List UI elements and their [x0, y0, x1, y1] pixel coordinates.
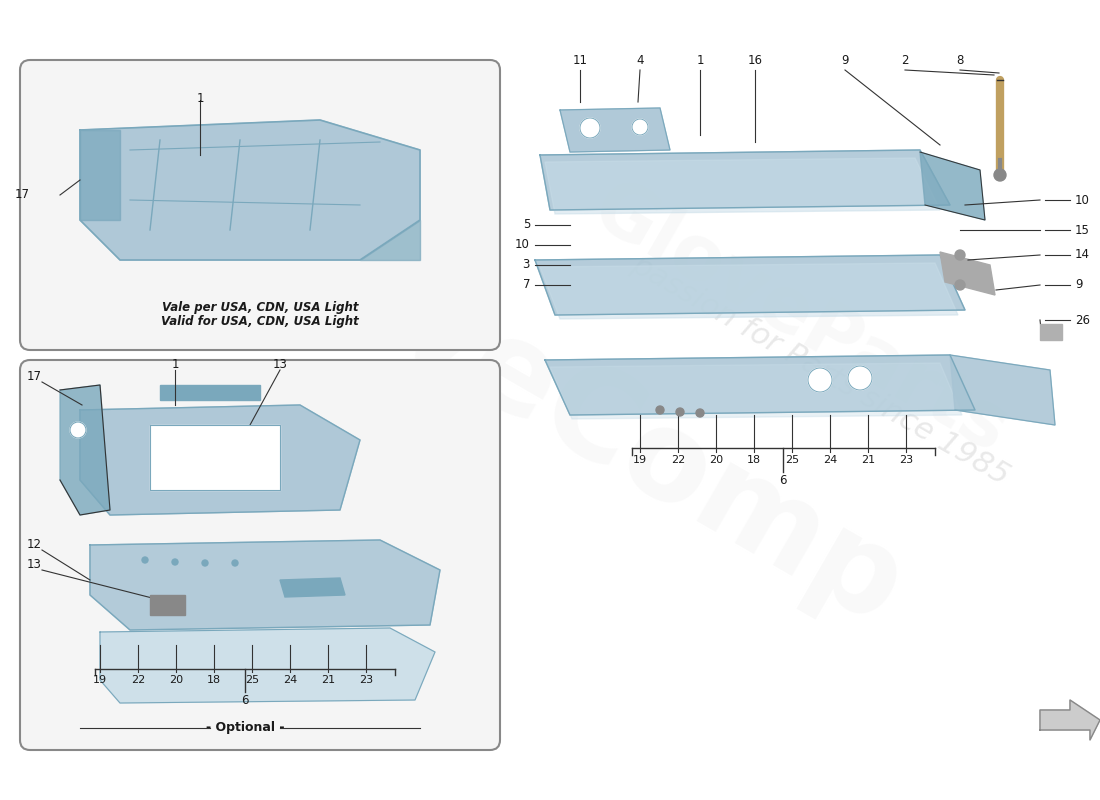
Polygon shape	[80, 120, 420, 260]
Text: GloveParts: GloveParts	[579, 171, 1021, 469]
Text: GloveComp: GloveComp	[176, 149, 924, 651]
Circle shape	[580, 118, 600, 138]
FancyBboxPatch shape	[20, 360, 500, 750]
Circle shape	[955, 250, 965, 260]
Polygon shape	[150, 595, 185, 615]
Text: 13: 13	[273, 358, 287, 371]
Text: Vale per USA, CDN, USA Light: Vale per USA, CDN, USA Light	[162, 301, 359, 314]
Polygon shape	[280, 578, 345, 597]
Text: 25: 25	[245, 675, 260, 685]
Text: 9: 9	[842, 54, 849, 66]
Circle shape	[172, 559, 178, 565]
Text: 19: 19	[632, 455, 647, 465]
Text: 23: 23	[359, 675, 373, 685]
Text: 18: 18	[207, 675, 221, 685]
Text: passion for Parts since 1985: passion for Parts since 1985	[626, 250, 1014, 490]
Text: 22: 22	[131, 675, 145, 685]
Text: 7: 7	[522, 278, 530, 291]
Circle shape	[676, 408, 684, 416]
Circle shape	[232, 560, 238, 566]
Text: 4: 4	[636, 54, 644, 66]
Text: 24: 24	[823, 455, 837, 465]
Text: 17: 17	[28, 370, 42, 383]
Circle shape	[994, 169, 1006, 181]
Text: 5: 5	[522, 218, 530, 231]
Text: 25: 25	[785, 455, 799, 465]
Circle shape	[848, 366, 872, 390]
Text: 21: 21	[321, 675, 336, 685]
Text: 3: 3	[522, 258, 530, 271]
Circle shape	[656, 406, 664, 414]
Text: 9: 9	[1075, 278, 1082, 291]
Text: 13: 13	[28, 558, 42, 571]
Polygon shape	[540, 263, 958, 319]
Text: 2: 2	[901, 54, 909, 66]
Text: 10: 10	[1075, 194, 1090, 206]
Circle shape	[142, 557, 148, 563]
Bar	[1040, 324, 1062, 340]
Text: 6: 6	[241, 694, 249, 706]
Text: 1: 1	[172, 358, 178, 371]
Text: 21: 21	[861, 455, 876, 465]
Text: 15: 15	[1075, 223, 1090, 237]
Text: 1: 1	[196, 91, 204, 105]
Polygon shape	[550, 363, 962, 419]
Text: 10: 10	[515, 238, 530, 251]
Text: 20: 20	[708, 455, 723, 465]
Text: - Optional -: - Optional -	[206, 722, 284, 734]
Polygon shape	[540, 150, 950, 210]
Circle shape	[696, 409, 704, 417]
Circle shape	[808, 368, 832, 392]
Polygon shape	[560, 108, 670, 152]
Polygon shape	[535, 255, 965, 315]
Circle shape	[632, 119, 648, 135]
Circle shape	[202, 560, 208, 566]
Polygon shape	[90, 540, 440, 630]
Text: 8: 8	[956, 54, 964, 66]
Polygon shape	[80, 130, 120, 220]
Polygon shape	[60, 385, 110, 515]
Text: 14: 14	[1075, 249, 1090, 262]
Text: 19: 19	[92, 675, 107, 685]
Text: 1: 1	[696, 54, 704, 66]
Polygon shape	[950, 355, 1055, 425]
Polygon shape	[1040, 700, 1100, 740]
Polygon shape	[940, 252, 996, 295]
Text: 18: 18	[747, 455, 761, 465]
Text: Valid for USA, CDN, USA Light: Valid for USA, CDN, USA Light	[161, 315, 359, 329]
Circle shape	[955, 280, 965, 290]
Text: 26: 26	[1075, 314, 1090, 326]
Text: 16: 16	[748, 54, 762, 66]
Text: 20: 20	[169, 675, 183, 685]
Text: 6: 6	[779, 474, 786, 486]
Polygon shape	[160, 385, 260, 400]
Text: 12: 12	[28, 538, 42, 551]
FancyBboxPatch shape	[20, 60, 500, 350]
Polygon shape	[150, 425, 280, 490]
Text: 24: 24	[283, 675, 297, 685]
Text: 22: 22	[671, 455, 685, 465]
Polygon shape	[100, 628, 434, 703]
Polygon shape	[544, 355, 975, 415]
Polygon shape	[360, 220, 420, 260]
Text: 17: 17	[15, 189, 30, 202]
Text: 23: 23	[899, 455, 913, 465]
Polygon shape	[544, 158, 940, 214]
Polygon shape	[80, 405, 360, 515]
Circle shape	[70, 422, 86, 438]
Polygon shape	[920, 152, 984, 220]
Text: 11: 11	[572, 54, 587, 66]
